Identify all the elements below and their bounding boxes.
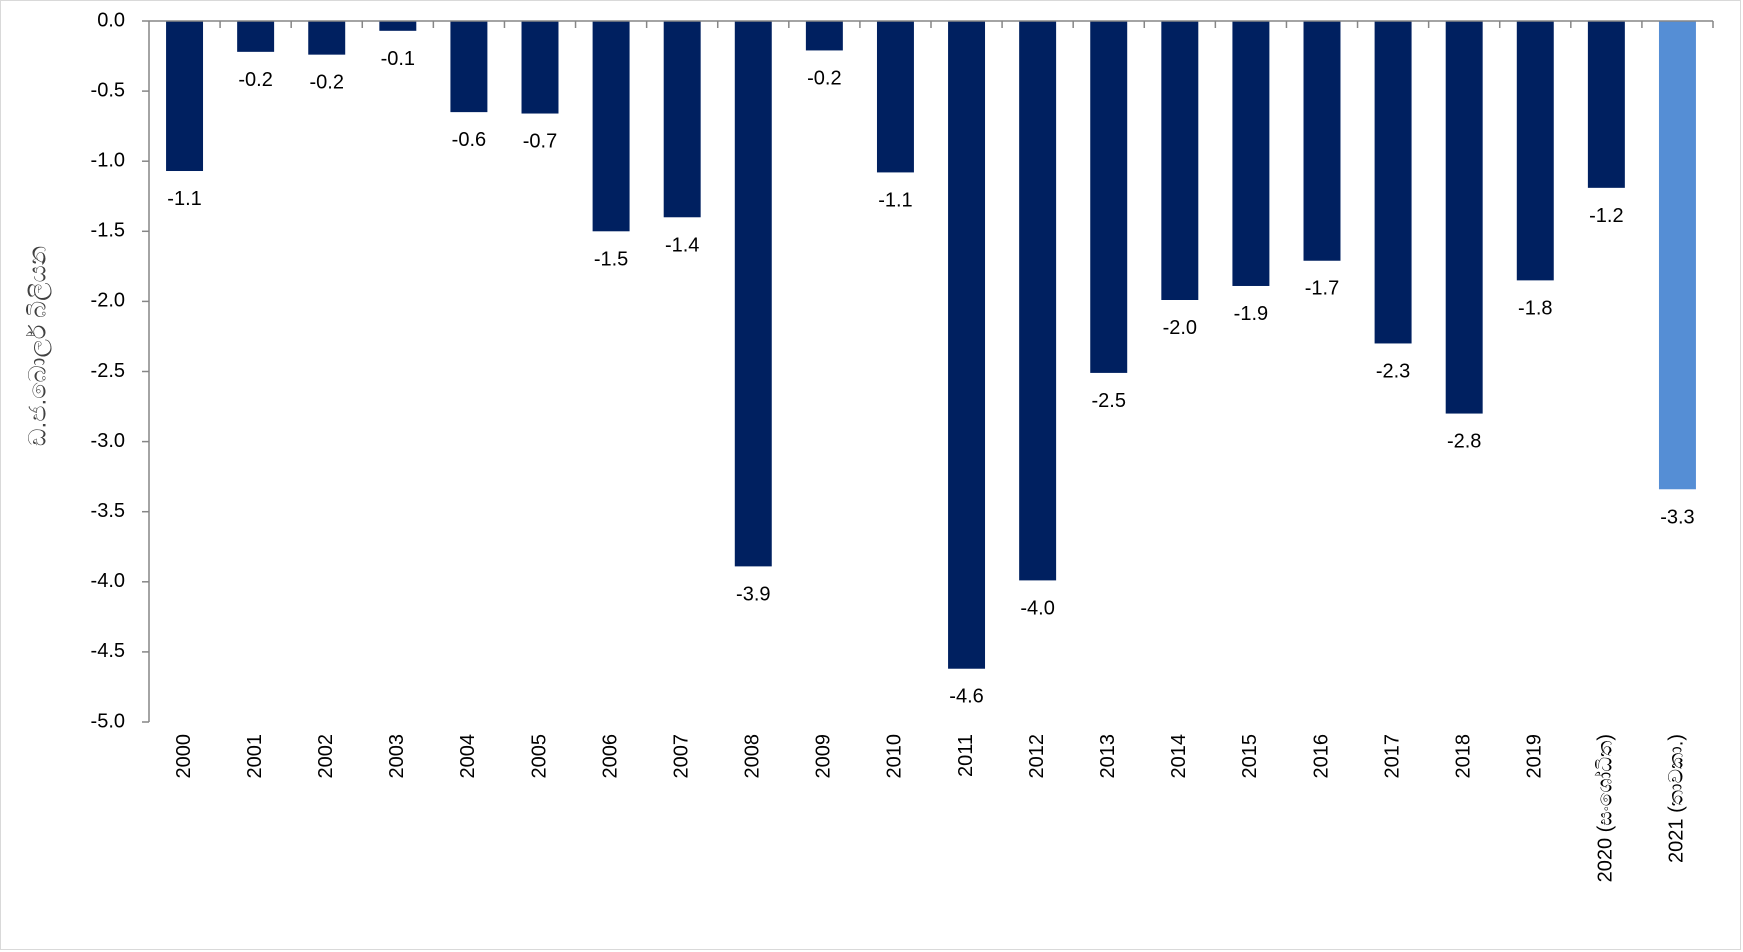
bar [166, 21, 204, 172]
x-tick-label: 2020 (සංශෝධිත) [1594, 734, 1617, 882]
x-tick-label: 2010 [884, 734, 906, 779]
data-label: -0.2 [309, 72, 343, 94]
data-label: -4.0 [1020, 597, 1054, 619]
y-tick-label: -5.0 [91, 710, 125, 732]
data-label: -2.3 [1376, 360, 1410, 382]
x-tick-label: 2018 [1452, 734, 1474, 779]
data-label: -0.7 [523, 131, 557, 153]
y-axis: 0.0 -0.5 -1.0 -1.5 -2.0 -2.5 -3.0 -3.5 -4.0 -4.5 -… [91, 9, 150, 732]
bar [1303, 21, 1341, 261]
bar [1090, 21, 1128, 373]
data-label: -0.1 [381, 48, 415, 70]
y-axis-title: ඩ.ජ.බොලර් බිලියන [24, 246, 51, 446]
data-label: -0.2 [238, 69, 272, 91]
y-tick-label: -1.5 [91, 220, 125, 242]
data-label: -1.1 [878, 189, 912, 211]
y-tick-label: -4.0 [91, 570, 125, 592]
data-label: -3.9 [736, 583, 770, 605]
x-tick-label: 2006 [599, 734, 621, 779]
bar [237, 21, 275, 52]
bar [734, 21, 772, 567]
data-label: -4.6 [949, 686, 983, 708]
x-tick-label: 2013 [1097, 734, 1119, 779]
data-labels-group: -1.1 -0.2 -0.2 -0.1 -0.6 -0.7 -1.5 -1.4 -3.9 -0.2… [167, 48, 1694, 708]
y-tick-label: -4.5 [91, 640, 125, 662]
y-tick-label: -3.5 [91, 500, 125, 522]
data-label: -0.2 [807, 67, 841, 89]
x-tick-label: 2014 [1168, 734, 1190, 779]
data-label: -1.9 [1234, 303, 1268, 325]
bar [1587, 21, 1625, 188]
x-axis: 2000 2001 2002 2003 2004 2005 2006 2007 2008 2009… [149, 20, 1714, 882]
bar [663, 21, 701, 218]
data-label: -1.2 [1589, 205, 1623, 227]
x-tick-label: 2004 [457, 734, 479, 779]
y-tick-label: 0.0 [97, 9, 125, 31]
x-tick-label: 2011 [955, 734, 977, 777]
x-tick-label: 2000 [173, 734, 195, 779]
bar [1445, 21, 1483, 414]
bar [379, 21, 417, 31]
bar [592, 21, 630, 232]
bar [1374, 21, 1412, 344]
x-tick-label: 2007 [670, 734, 692, 779]
bars-group [166, 21, 1696, 669]
x-tick-label: 2016 [1310, 734, 1332, 779]
bar [1161, 21, 1199, 300]
data-label: -2.0 [1163, 317, 1197, 339]
x-tick-label: 2012 [1026, 734, 1048, 779]
bar [876, 21, 914, 173]
y-tick-label: -2.5 [91, 360, 125, 382]
bar [948, 21, 986, 669]
data-label: -1.5 [594, 248, 628, 270]
bar [805, 21, 843, 51]
x-tick-label: 2019 [1524, 734, 1546, 779]
x-tick-label: 2017 [1381, 734, 1403, 779]
bar [450, 21, 488, 113]
x-tick-label: 2021 (තාවකා.) [1666, 734, 1688, 863]
bar [1232, 21, 1270, 286]
x-tick-label: 2005 [528, 734, 550, 779]
x-tick-label: 2002 [315, 734, 337, 779]
bar [1516, 21, 1554, 281]
x-tick-label: 2015 [1239, 734, 1261, 779]
bar [1658, 21, 1696, 490]
data-label: -1.4 [665, 234, 699, 256]
data-label: -0.6 [452, 129, 486, 151]
y-tick-label: -3.0 [91, 430, 125, 452]
y-tick-label: -1.0 [91, 149, 125, 171]
data-label: -1.7 [1305, 278, 1339, 300]
bar [308, 21, 346, 55]
data-label: -1.8 [1518, 297, 1552, 319]
bar [521, 21, 559, 114]
bar [1019, 21, 1057, 581]
x-tick-label: 2009 [813, 734, 835, 779]
data-label: -2.8 [1447, 431, 1481, 453]
data-label: -1.1 [167, 188, 201, 210]
y-tick-label: -0.5 [91, 79, 125, 101]
y-tick-label: -2.0 [91, 290, 125, 312]
x-tick-label: 2001 [244, 734, 266, 779]
x-tick-label: 2003 [386, 734, 408, 779]
x-tick-label: 2008 [742, 734, 764, 779]
data-label: -3.3 [1660, 506, 1694, 528]
data-label: -2.5 [1091, 390, 1125, 412]
